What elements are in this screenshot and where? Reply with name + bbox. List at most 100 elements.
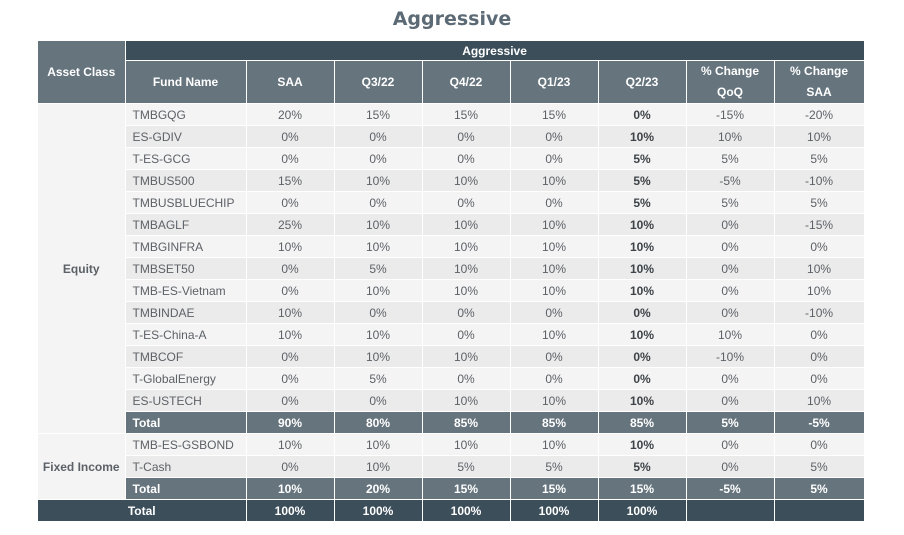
fund-name-cell: TMBUSBLUECHIP [125,191,247,214]
q1-23-cell: 10% [510,389,599,412]
table-row: TMBINDAE 10% 0% 0% 0% 0% 0% -10% [38,301,865,324]
q2-23-cell: 0% [598,367,687,390]
change-saa-cell: 0% [774,367,865,390]
saa-cell: 100% [246,499,335,522]
change-qoq-cell: 0% [686,301,775,324]
fund-name-cell: ES-USTECH [125,389,247,412]
q2-23-cell: 85% [598,411,687,434]
saa-cell: 15% [246,169,335,192]
change-saa-cell: 10% [774,279,865,302]
q1-23-cell: 10% [510,279,599,302]
q1-23-cell: 100% [510,499,599,522]
change-qoq-cell: 0% [686,389,775,412]
q2-23-cell: 0% [598,301,687,324]
table-row: T-GlobalEnergy 0% 5% 0% 0% 0% 0% 0% [38,367,865,390]
table-row: T-ES-GCG 0% 0% 0% 0% 5% 5% 5% [38,147,865,170]
change-saa-cell: -5% [774,411,865,434]
q1-23-cell: 10% [510,213,599,236]
q2-23-cell: 0% [598,345,687,368]
q4-22-cell: 15% [422,477,511,500]
q3-22-cell: 10% [334,279,423,302]
saa-cell: 90% [246,411,335,434]
q3-22-cell: 15% [334,103,423,126]
q2-23-cell: 10% [598,279,687,302]
q4-22-cell: 100% [422,499,511,522]
change-qoq-cell: -10% [686,345,775,368]
change-qoq-cell: 0% [686,279,775,302]
saa-cell: 10% [246,323,335,346]
saa-cell: 10% [246,235,335,258]
q1-23-cell: 0% [510,301,599,324]
q3-22-cell: 0% [334,301,423,324]
q4-22-cell: 10% [422,345,511,368]
q2-23-header: Q2/23 [598,60,687,104]
change-saa-cell: 0% [774,433,865,456]
change-qoq-cell: -5% [686,477,775,500]
saa-cell: 25% [246,213,335,236]
change-qoq-cell: 5% [686,147,775,170]
q1-23-cell: 10% [510,323,599,346]
q4-22-cell: 0% [422,323,511,346]
table-row: T-ES-China-A 10% 10% 0% 10% 10% 10% 0% [38,323,865,346]
table-row: TMBUS500 15% 10% 10% 10% 5% -5% -10% [38,169,865,192]
table-row: TMB-ES-Vietnam 0% 10% 10% 10% 10% 0% 10% [38,279,865,302]
saa-cell: 10% [246,433,335,456]
fund-name-cell: TMBAGLF [125,213,247,236]
asset-class-fixed-income: Fixed Income [38,433,126,500]
q4-22-cell: 10% [422,235,511,258]
total-label: Total [125,477,247,500]
change-qoq-cell: 0% [686,235,775,258]
fund-name-cell: T-ES-China-A [125,323,247,346]
change-qoq-cell: -5% [686,169,775,192]
change-qoq-cell: 0% [686,257,775,280]
change-qoq-cell: 5% [686,411,775,434]
allocation-table: Asset Class Aggressive Fund Name SAA Q3/… [38,41,865,522]
q3-22-cell: 10% [334,345,423,368]
asset-class-header: Asset Class [38,41,126,104]
grand-total-row: Total 100% 100% 100% 100% 100% [38,499,865,522]
saa-cell: 0% [246,147,335,170]
q4-22-cell: 0% [422,125,511,148]
fund-name-cell: T-GlobalEnergy [125,367,247,390]
fund-name-cell: ES-GDIV [125,125,247,148]
q1-23-cell: 0% [510,125,599,148]
change-saa-cell: 5% [774,191,865,214]
saa-cell: 10% [246,301,335,324]
q1-23-cell: 15% [510,103,599,126]
q2-23-cell: 10% [598,213,687,236]
q2-23-cell: 10% [598,389,687,412]
q1-23-cell: 85% [510,411,599,434]
change-saa-cell [774,499,865,522]
saa-cell: 0% [246,367,335,390]
change-saa-cell: 10% [774,257,865,280]
fixed_income-total-row: Total 10% 20% 15% 15% 15% -5% 5% [38,477,865,500]
change-qoq-cell: 10% [686,323,775,346]
equity-total-row: Total 90% 80% 85% 85% 85% 5% -5% [38,411,865,434]
change-qoq-cell [686,499,775,522]
q2-23-cell: 10% [598,433,687,456]
q4-22-cell: 15% [422,103,511,126]
q1-23-cell: 0% [510,191,599,214]
q4-22-cell: 0% [422,301,511,324]
change-saa-header: % Change SAA [774,60,865,104]
page-title: Aggressive [392,8,512,30]
fund-name-cell: TMBGQG [125,103,247,126]
fund-name-cell: TMB-ES-Vietnam [125,279,247,302]
q3-22-cell: 10% [334,235,423,258]
table-row: ES-GDIV 0% 0% 0% 0% 10% 10% 10% [38,125,865,148]
change-saa-cell: 5% [774,455,865,478]
q1-23-cell: 5% [510,455,599,478]
q2-23-cell: 0% [598,103,687,126]
fund-name-cell: TMBCOF [125,345,247,368]
q3-22-cell: 0% [334,147,423,170]
table-row: Fixed Income TMB-ES-GSBOND 10% 10% 10% 10% 10%… [38,433,865,500]
change-saa-cell: 5% [774,477,865,500]
q2-23-cell: 10% [598,257,687,280]
q3-22-cell: 10% [334,323,423,346]
q2-23-cell: 10% [598,125,687,148]
table-row: Equity TMBGQG 20% 15% 15% 15% 0% -15% -20% [38,103,865,434]
q3-22-cell: 100% [334,499,423,522]
q4-22-cell: 10% [422,257,511,280]
q3-22-cell: 10% [334,433,423,456]
change-qoq-header: % Change QoQ [686,60,775,104]
